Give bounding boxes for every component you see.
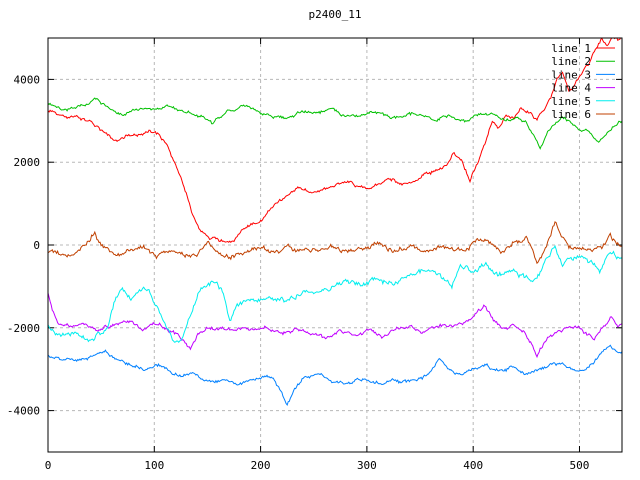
- y-tick-label: -4000: [7, 405, 40, 418]
- legend-label-4: line 4: [551, 82, 591, 95]
- series-line-1: [48, 38, 621, 244]
- series-group: [48, 38, 622, 406]
- legend-label-2: line 2: [551, 55, 591, 68]
- x-tick-label: 0: [45, 459, 52, 472]
- legend-label-5: line 5: [551, 95, 591, 108]
- y-tick-label: 4000: [14, 73, 41, 86]
- chart-title: p2400_11: [308, 8, 362, 21]
- x-tick-label: 100: [144, 459, 164, 472]
- series-line-6: [48, 221, 622, 265]
- y-tick-label: 2000: [14, 156, 41, 169]
- series-line-4: [48, 292, 622, 359]
- legend-label-1: line 1: [551, 42, 591, 55]
- x-tick-label: 400: [463, 459, 483, 472]
- series-line-5: [48, 244, 622, 343]
- series-line-2: [48, 97, 622, 150]
- y-tick-label: -2000: [7, 322, 40, 335]
- series-line-3: [48, 344, 622, 406]
- x-tick-label: 300: [357, 459, 377, 472]
- legend-label-6: line 6: [551, 108, 591, 121]
- x-tick-label: 500: [570, 459, 590, 472]
- x-tick-label: 200: [251, 459, 271, 472]
- legend-label-3: line 3: [551, 68, 591, 81]
- y-tick-label: 0: [33, 239, 40, 252]
